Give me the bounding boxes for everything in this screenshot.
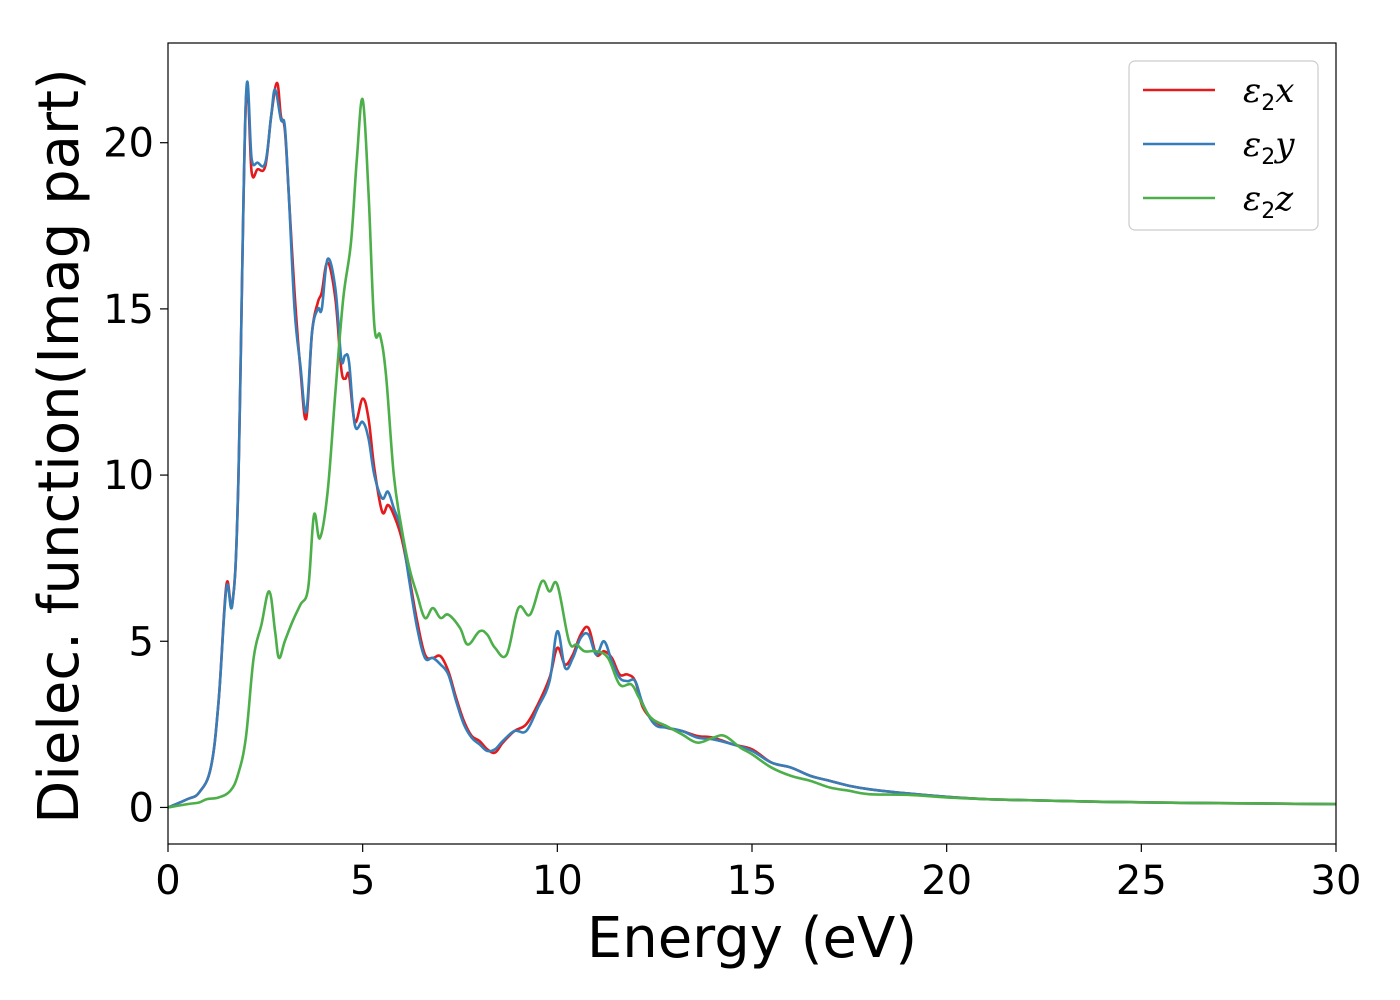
series-line-y (168, 80, 1336, 809)
series-line-z (168, 97, 1336, 809)
x-tick-label: 25 (1116, 858, 1167, 904)
y-tick-label: 0 (129, 785, 154, 831)
legend-symbol: ε (1243, 71, 1261, 111)
legend-suffix: z (1274, 179, 1294, 219)
y-tick-label: 5 (129, 619, 154, 665)
legend-subscript: 2 (1261, 199, 1275, 224)
x-tick-label: 0 (155, 858, 180, 904)
legend-box (1128, 60, 1319, 231)
legend-subscript: 2 (1261, 91, 1275, 116)
legend-symbol: ε (1243, 179, 1261, 219)
x-tick-label: 10 (532, 858, 583, 904)
y-tick-label: 10 (103, 453, 154, 499)
legend-symbol: ε (1243, 125, 1261, 165)
x-tick-label: 5 (350, 858, 375, 904)
legend-suffix: x (1275, 71, 1294, 111)
legend-subscript: 2 (1261, 145, 1275, 170)
y-tick-label: 15 (103, 287, 154, 333)
x-tick-label: 20 (921, 858, 972, 904)
y-axis-label: Dielec. function(Imag part) (27, 68, 92, 824)
legend-label-y: ε2y (1243, 125, 1295, 170)
plot-area (167, 42, 1337, 845)
legend-label-z: ε2z (1243, 179, 1294, 224)
series-layer (168, 80, 1336, 809)
legend-suffix: y (1273, 125, 1295, 165)
x-tick-label: 30 (1311, 858, 1362, 904)
legend-label-x: ε2x (1243, 71, 1294, 116)
x-axis-label: Energy (eV) (587, 906, 917, 971)
x-tick-label: 15 (727, 858, 778, 904)
y-axis-ticks: 0 5 10 15 20 (103, 121, 168, 831)
x-axis-ticks: 0 5 10 15 20 25 30 (155, 844, 1361, 904)
y-tick-label: 20 (103, 121, 154, 167)
